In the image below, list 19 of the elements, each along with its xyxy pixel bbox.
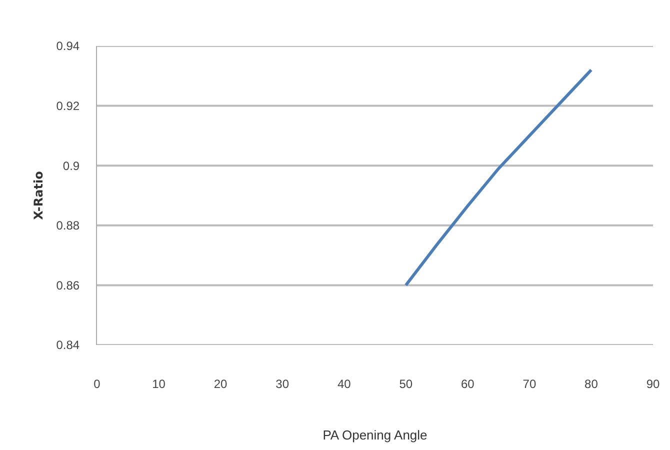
y-tick-label: 0.86	[56, 278, 80, 292]
line-series	[404, 68, 593, 287]
x-tick-label: 90	[646, 377, 660, 391]
y-axis-title: X-Ratio	[32, 171, 46, 220]
x-tick-label: 20	[214, 377, 228, 391]
x-tick-label: 0	[94, 377, 101, 391]
x-tick-label: 10	[152, 377, 166, 391]
x-axis-title: PA Opening Angle	[322, 428, 428, 443]
y-tick-label: 0.84	[56, 338, 80, 352]
x-tick-label: 60	[460, 377, 475, 391]
y-tick-label: 0.94	[56, 39, 80, 54]
y-tick-label: 0.9	[62, 158, 80, 173]
x-tick-label: 40	[337, 377, 352, 391]
x-tick-label: 50	[399, 377, 413, 391]
x-tick-label: 30	[276, 377, 290, 391]
x-tick-label: 80	[584, 377, 598, 391]
x-tick-label: 70	[522, 377, 536, 391]
y-tick-label: 0.92	[56, 99, 80, 113]
y-tick-label: 0.88	[56, 218, 80, 233]
